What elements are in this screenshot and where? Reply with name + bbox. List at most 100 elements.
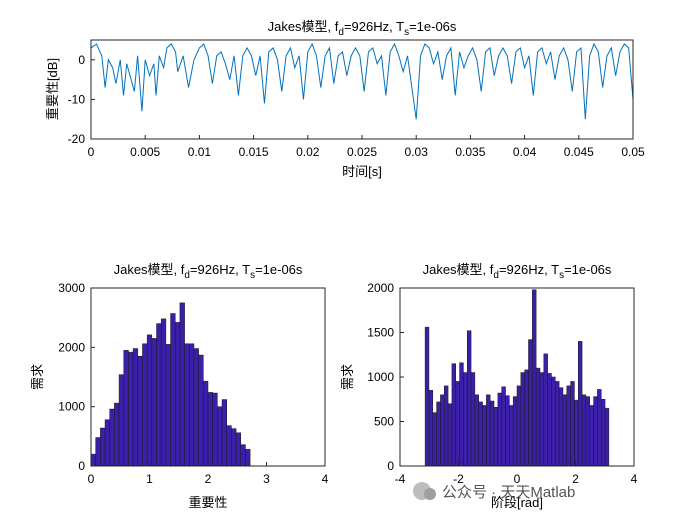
- histogram-bar: [114, 402, 120, 467]
- histogram-bar: [486, 394, 491, 467]
- histogram-bar: [493, 407, 499, 467]
- x-tick-label: 0.04: [513, 145, 537, 159]
- histogram-bar: [179, 302, 185, 467]
- histogram-bar: [555, 381, 560, 467]
- x-tick-label: 0.01: [188, 145, 212, 159]
- magnitude-histogram-y-label: 需求: [30, 364, 45, 390]
- histogram-bar: [118, 374, 125, 467]
- histogram-bar: [600, 399, 606, 467]
- x-tick-label: 0.045: [564, 145, 594, 159]
- histogram-bar: [505, 395, 510, 467]
- histogram-bar: [95, 437, 101, 467]
- phase-histogram-title: Jakes模型, fd=926Hz, Ts=1e-06s: [423, 262, 612, 281]
- histogram-bar: [151, 338, 157, 467]
- histogram-bar: [547, 373, 552, 467]
- histogram-bar: [217, 406, 223, 467]
- y-tick-label: 1000: [367, 370, 394, 384]
- x-tick-label: 0: [88, 472, 95, 486]
- histogram-bar: [528, 339, 533, 467]
- envelope-plot-y-label: 重要性[dB]: [45, 58, 60, 120]
- x-tick-label: -2: [453, 472, 464, 486]
- histogram-bar: [240, 444, 246, 467]
- histogram-bar: [512, 396, 518, 467]
- histogram-bar: [221, 399, 227, 467]
- x-tick-label: 2: [205, 472, 212, 486]
- phase-histogram-frame: [399, 287, 635, 467]
- envelope-plot-title: Jakes模型, fd=926Hz, Ts=1e-06s: [268, 19, 457, 38]
- y-tick-label: 3000: [58, 281, 85, 295]
- histogram-bar: [516, 385, 522, 467]
- magnitude-histogram-title: Jakes模型, fd=926Hz, Ts=1e-06s: [114, 262, 303, 281]
- histogram-bar: [424, 326, 430, 467]
- y-tick-label: 1000: [58, 400, 85, 414]
- histogram-bar: [90, 453, 96, 467]
- histogram-bar: [539, 372, 545, 467]
- histogram-bar: [432, 412, 437, 467]
- histogram-bar: [451, 363, 456, 467]
- x-tick-label: 4: [322, 472, 329, 486]
- watermark: 公众号 · 天天Matlab: [413, 482, 575, 501]
- histogram-bar: [524, 369, 529, 467]
- histogram-bar: [474, 394, 479, 467]
- histogram-bar: [543, 353, 548, 467]
- y-tick-label: 500: [374, 415, 394, 429]
- histogram-bar: [470, 372, 476, 467]
- histogram-bar: [566, 385, 571, 467]
- envelope-plot-frame: [90, 39, 634, 140]
- histogram-bar: [535, 367, 541, 467]
- histogram-bar: [574, 399, 579, 467]
- histogram-bar: [235, 432, 242, 467]
- x-tick-label: 0.015: [239, 145, 269, 159]
- histogram-bar: [589, 405, 594, 467]
- histogram-bar: [428, 390, 434, 467]
- histogram-bar: [245, 449, 251, 467]
- envelope-line: [90, 42, 634, 120]
- y-tick-label: 0: [78, 459, 85, 473]
- histogram-bar: [184, 343, 190, 467]
- histogram-bar: [478, 401, 483, 467]
- histogram-bar: [226, 425, 232, 467]
- y-tick-label: 1500: [367, 326, 394, 340]
- histogram-bar: [459, 362, 464, 467]
- histogram-bar: [203, 380, 209, 467]
- x-tick-label: 0: [88, 145, 95, 159]
- x-tick-label: 0.025: [347, 145, 377, 159]
- histogram-bar: [142, 343, 148, 467]
- x-tick-label: 4: [631, 472, 638, 486]
- histogram-bar: [509, 405, 514, 467]
- y-tick-label: -10: [68, 92, 86, 106]
- envelope-plot-x-label: 时间[s]: [342, 164, 382, 179]
- phase-histogram-x-label: 阶段[rad]: [491, 495, 543, 510]
- histogram-bar: [501, 386, 506, 467]
- phase-histogram-y-label: 需求: [340, 364, 355, 390]
- x-tick-label: 0.005: [130, 145, 160, 159]
- wechat-icon-bubble: [424, 488, 436, 500]
- x-tick-label: -4: [395, 472, 406, 486]
- envelope-plot-x-ticks: 0 0.005 0.01 0.015 0.02 0.025 0.03 0.035 0.04 0.0…: [88, 135, 645, 159]
- magnitude-histogram-x-label: 重要性: [188, 495, 227, 510]
- histogram-bar: [156, 323, 162, 467]
- x-tick-label: 0: [514, 472, 521, 486]
- histogram-bar: [463, 372, 468, 467]
- histogram-bar: [440, 394, 445, 467]
- x-tick-label: 0.02: [296, 145, 320, 159]
- x-tick-label: 0.035: [455, 145, 485, 159]
- x-tick-label: 0.03: [405, 145, 429, 159]
- magnitude-histogram-y-ticks: 0 1000 2000 3000: [58, 281, 95, 473]
- histogram-bar: [123, 350, 129, 467]
- x-tick-label: 2: [572, 472, 579, 486]
- histogram-bar: [593, 396, 598, 467]
- histogram-bar: [137, 355, 143, 467]
- y-tick-label: 2000: [58, 340, 85, 354]
- phase-histogram: Jakes模型, fd=926Hz, Ts=1e-06s -4 -2 0 2 4 0 50…: [340, 262, 638, 510]
- histogram-bar: [436, 401, 441, 467]
- histogram-bar: [165, 344, 171, 467]
- histogram-bar: [482, 405, 487, 467]
- y-tick-label: 0: [78, 53, 85, 67]
- histogram-bar: [104, 419, 110, 467]
- histogram-bar: [558, 387, 564, 467]
- histogram-bar: [100, 427, 106, 467]
- histogram-bar: [160, 318, 167, 467]
- histogram-bar: [497, 392, 502, 467]
